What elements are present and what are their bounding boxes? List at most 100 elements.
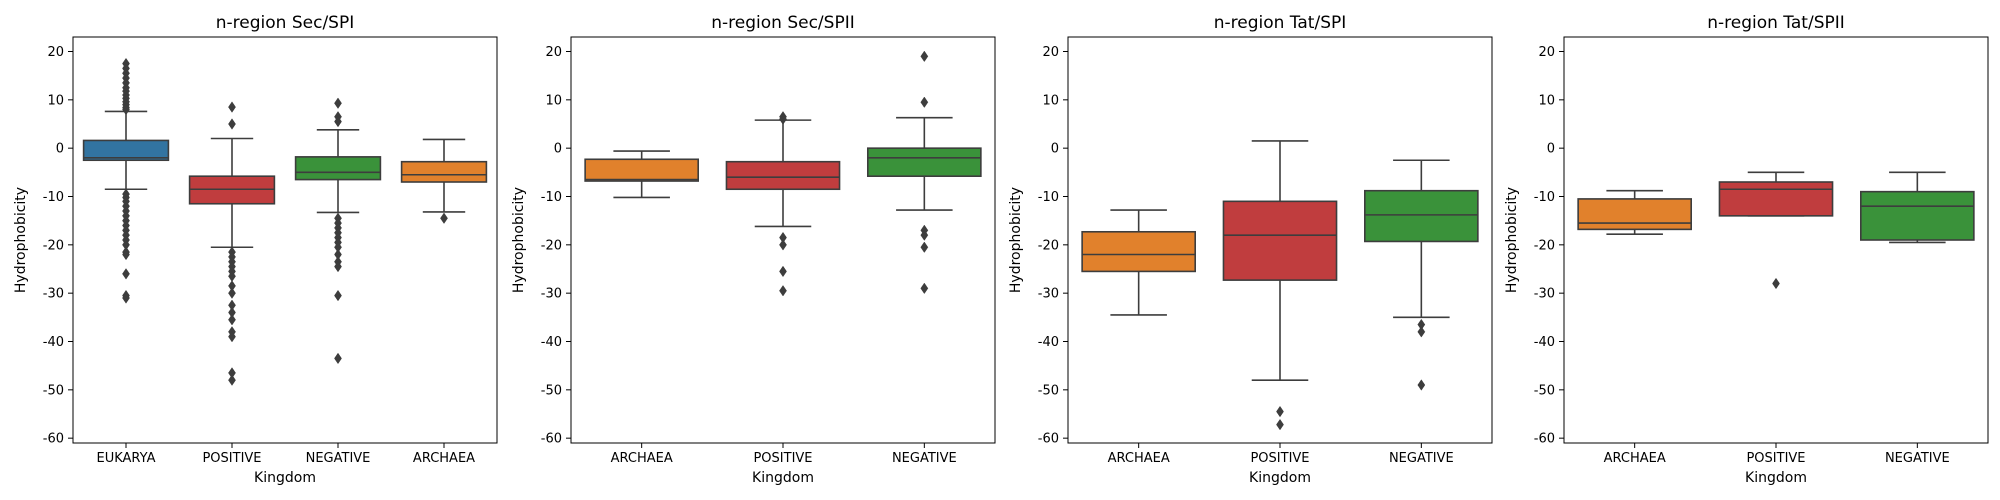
x-axis-label: Kingdom — [1249, 470, 1311, 486]
box-archaea — [584, 150, 700, 199]
box-iqr — [1718, 181, 1834, 217]
outlier-point — [1772, 277, 1780, 290]
y-tick-label: -30 — [1038, 287, 1059, 302]
x-tick-label: NEGATIVE — [306, 451, 371, 466]
y-tick-label: -60 — [541, 432, 562, 447]
x-tick-label: ARCHAEA — [1604, 451, 1666, 466]
y-tick-label: 10 — [545, 93, 562, 108]
plot-frame — [1563, 36, 1989, 444]
x-tick-label: POSITIVE — [1250, 451, 1309, 466]
box-iqr — [584, 158, 700, 182]
y-tick-label: -20 — [43, 238, 64, 253]
x-tick-label: NEGATIVE — [1885, 451, 1950, 466]
box-negative — [1860, 171, 1975, 244]
outlier-point — [334, 115, 342, 128]
x-tick-label: NEGATIVE — [892, 451, 957, 466]
outlier-point — [228, 374, 236, 386]
plot-frame — [1067, 36, 1493, 444]
plot-frame — [72, 36, 498, 444]
x-axis-label: Kingdom — [752, 470, 814, 486]
y-tick-label: -20 — [541, 238, 562, 253]
outlier-point — [228, 118, 236, 130]
box-eukarya — [82, 57, 170, 304]
outlier-point — [228, 287, 236, 299]
y-tick-label: -50 — [541, 383, 562, 398]
box-positive — [1222, 140, 1338, 431]
y-tick-label: -40 — [43, 335, 64, 350]
x-tick-label: EUKARYA — [97, 451, 156, 466]
y-tick-label: -30 — [1534, 287, 1555, 302]
box-archaea — [1081, 209, 1196, 316]
x-tick-label: POSITIVE — [202, 451, 261, 466]
chart-panel-3: n-region Tat/SPI 20 10 0 -10 -20 -30 -40 -50 -60 H… — [1008, 13, 1493, 486]
y-axis-label: Hydrophobicity — [1504, 187, 1520, 293]
chart-title: n-region Sec/SPI — [216, 13, 354, 33]
y-tick-label: 10 — [1042, 93, 1059, 108]
y-tick-label: -50 — [1038, 383, 1059, 398]
outlier-point — [122, 103, 130, 116]
chart-panel-1: n-region Sec/SPI 20 10 0 -10 -20 -30 -40 -50 -60 H… — [13, 13, 498, 486]
box-iqr — [400, 160, 488, 183]
y-tick-label: -20 — [1038, 238, 1059, 253]
box-iqr — [1364, 189, 1479, 243]
box-negative — [1364, 159, 1479, 391]
outlier-point — [1417, 326, 1426, 338]
box-iqr — [1222, 200, 1338, 281]
y-axis-label: Hydrophobicity — [1008, 187, 1024, 293]
y-tick-label: -50 — [43, 383, 64, 398]
y-tick-label: 0 — [56, 142, 64, 157]
outlier-point — [334, 260, 342, 273]
y-tick-label: 20 — [1042, 45, 1059, 60]
outlier-point — [920, 282, 929, 295]
chart-title: n-region Tat/SPI — [1214, 13, 1347, 33]
box-iqr — [294, 156, 382, 181]
outlier-point — [228, 314, 236, 326]
outlier-point — [122, 268, 130, 280]
y-tick-label: -30 — [43, 287, 64, 302]
outlier-point — [334, 97, 342, 109]
chart-title: n-region Tat/SPII — [1707, 13, 1845, 33]
box-iqr — [1081, 230, 1196, 273]
outlier-point — [228, 101, 236, 113]
chart-title: n-region Sec/SPII — [711, 13, 854, 33]
outlier-point — [920, 96, 929, 108]
box-negative — [294, 97, 382, 365]
x-tick-label: ARCHAEA — [1108, 451, 1170, 466]
x-tick-label: NEGATIVE — [1389, 451, 1454, 466]
outlier-point — [779, 113, 787, 125]
chart-panel-2: n-region Sec/SPII 20 10 0 -10 -20 -30 -40 -50 -60… — [511, 13, 996, 486]
y-tick-label: 20 — [1538, 45, 1555, 60]
x-tick-label: ARCHAEA — [611, 451, 673, 466]
box-negative — [866, 50, 982, 295]
outlier-point — [779, 265, 787, 278]
box-positive — [725, 111, 841, 297]
outlier-point — [122, 248, 130, 261]
x-axis-label: Kingdom — [1745, 470, 1807, 486]
y-tick-label: 10 — [47, 93, 64, 108]
y-tick-label: -50 — [1534, 383, 1555, 398]
outlier-point — [334, 352, 342, 365]
plot-frame — [570, 36, 996, 444]
outlier-point — [1417, 379, 1426, 391]
y-tick-label: 0 — [1547, 142, 1555, 157]
outlier-point — [779, 239, 787, 251]
x-tick-label: ARCHAEA — [413, 451, 475, 466]
y-tick-label: -20 — [1534, 238, 1555, 253]
y-tick-label: 0 — [1051, 142, 1059, 157]
box-archaea — [400, 138, 488, 224]
box-iqr — [1860, 190, 1975, 241]
x-axis-label: Kingdom — [254, 470, 316, 486]
y-axis-label: Hydrophobicity — [511, 187, 527, 293]
y-tick-label: -10 — [541, 190, 562, 205]
y-tick-label: -10 — [1038, 190, 1059, 205]
outlier-point — [779, 285, 787, 297]
y-tick-label: 20 — [545, 45, 562, 60]
chart-panel-4: n-region Tat/SPII 20 10 0 -10 -20 -30 -40 -50 -60… — [1504, 13, 1989, 486]
outlier-point — [920, 50, 929, 63]
box-iqr — [82, 139, 170, 162]
y-tick-label: -60 — [43, 432, 64, 447]
y-axis-label: Hydrophobicity — [13, 187, 29, 293]
outlier-point — [334, 289, 342, 302]
outlier-point — [1276, 418, 1284, 431]
